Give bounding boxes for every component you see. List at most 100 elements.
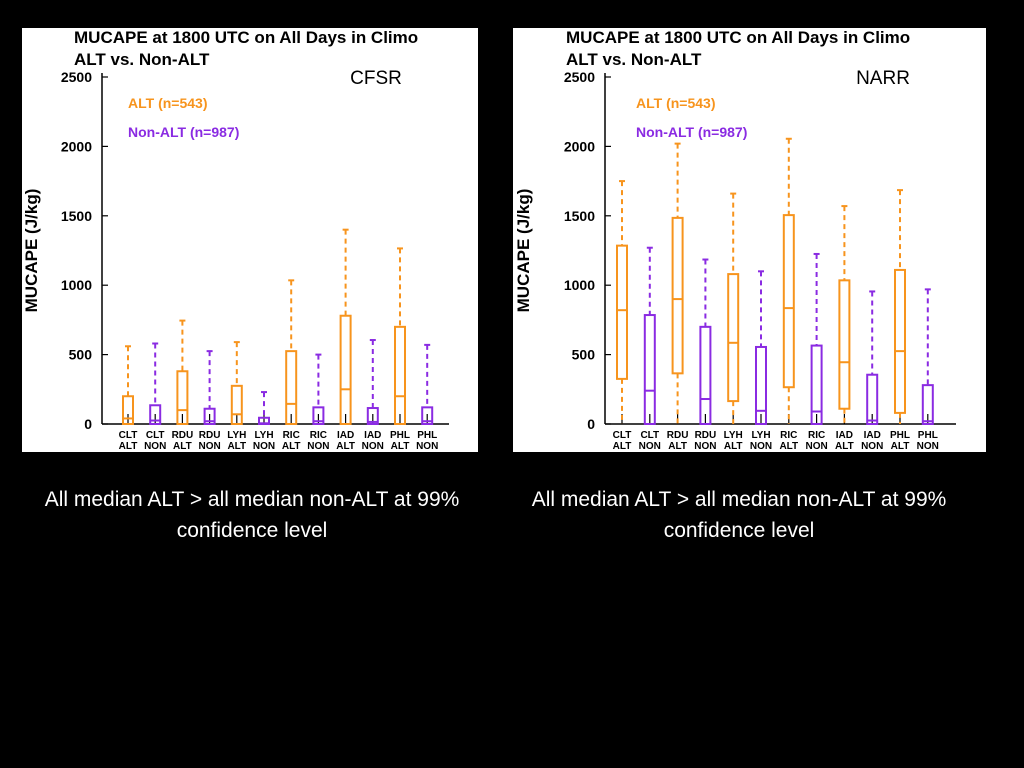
cfsr-chart-panel: MUCAPE at 1800 UTC on All Days in Climo A… xyxy=(22,28,478,452)
box-iad-non xyxy=(866,290,879,426)
box-rdu-non xyxy=(699,258,712,425)
iqr-box xyxy=(894,268,906,414)
iqr-box xyxy=(699,325,712,425)
legend-non-alt: Non-ALT (n=987) xyxy=(636,124,747,140)
x-tick-label-group: ALT xyxy=(668,441,687,452)
x-tick-label-group: NON xyxy=(307,441,329,452)
box-rdu-alt xyxy=(176,319,189,426)
x-tick-label-station: LYH xyxy=(751,430,770,441)
y-tick-label: 1000 xyxy=(61,277,92,293)
y-tick-label: 2000 xyxy=(61,138,92,154)
box-iad-alt xyxy=(339,228,352,425)
x-tick-label-group: ALT xyxy=(835,441,854,452)
x-tick-label-group: ALT xyxy=(891,441,910,452)
iqr-box xyxy=(643,314,656,425)
x-tick-label-group: NON xyxy=(694,441,716,452)
iqr-box xyxy=(616,244,628,380)
dataset-label: CFSR xyxy=(350,68,402,89)
cfsr-caption: All median ALT > all median non-ALT at 9… xyxy=(44,488,460,542)
x-tick-label-group: ALT xyxy=(282,441,301,452)
x-tick-label-station: RIC xyxy=(780,430,797,441)
x-tick-label-station: PHL xyxy=(417,430,437,441)
x-tick-label-group: ALT xyxy=(173,441,192,452)
y-tick-label: 2500 xyxy=(61,69,92,85)
x-tick-label-station: IAD xyxy=(364,430,381,441)
iqr-box xyxy=(176,370,189,426)
y-tick-label: 1500 xyxy=(61,208,92,224)
iqr-box xyxy=(755,345,767,425)
x-tick-label-group: NON xyxy=(144,441,166,452)
box-phl-non xyxy=(421,343,434,425)
x-tick-label-group: NON xyxy=(639,441,661,452)
x-tick-label-station: CLT xyxy=(146,430,165,441)
x-tick-label-group: NON xyxy=(750,441,772,452)
x-tick-label-station: CLT xyxy=(640,430,659,441)
box-phl-alt xyxy=(894,189,906,424)
x-tick-label-group: ALT xyxy=(227,441,246,452)
x-tick-label-station: RIC xyxy=(808,430,825,441)
iqr-box xyxy=(782,214,795,389)
box-ric-non xyxy=(810,252,823,425)
iqr-box xyxy=(122,395,134,425)
box-iad-alt xyxy=(838,205,851,424)
x-tick-label-station: CLT xyxy=(119,430,138,441)
iqr-box xyxy=(149,404,162,425)
x-tick-label-group: NON xyxy=(416,441,438,452)
x-tick-label-station: IAD xyxy=(836,430,853,441)
chart-subtitle: ALT vs. Non-ALT xyxy=(74,50,210,69)
y-tick-label: 1000 xyxy=(564,277,595,293)
x-tick-label-group: ALT xyxy=(336,441,355,452)
iqr-box xyxy=(312,406,325,425)
box-ric-alt xyxy=(285,279,298,426)
box-lyh-non xyxy=(258,391,270,425)
y-tick-label: 1500 xyxy=(564,208,595,224)
x-tick-label-group: NON xyxy=(805,441,827,452)
box-phl-alt xyxy=(394,247,406,425)
x-tick-label-station: RDU xyxy=(695,430,717,441)
box-ric-alt xyxy=(782,137,795,424)
x-tick-label-group: ALT xyxy=(613,441,632,452)
x-tick-label-group: NON xyxy=(198,441,220,452)
box-clt-alt xyxy=(122,345,134,425)
chart-title: MUCAPE at 1800 UTC on All Days in Climo xyxy=(566,28,910,47)
box-rdu-non xyxy=(203,350,216,425)
box-clt-alt xyxy=(616,180,628,424)
box-phl-non xyxy=(921,288,934,425)
x-tick-label-station: RIC xyxy=(283,430,300,441)
x-tick-label-station: LYH xyxy=(254,430,273,441)
legend-alt: ALT (n=543) xyxy=(128,95,207,111)
y-tick-label: 500 xyxy=(572,347,596,363)
x-tick-label-station: LYH xyxy=(227,430,246,441)
y-tick-label: 2500 xyxy=(564,69,595,85)
narr-chart-panel: MUCAPE at 1800 UTC on All Days in Climo A… xyxy=(513,28,986,452)
x-tick-label-group: NON xyxy=(362,441,384,452)
legend-alt: ALT (n=543) xyxy=(636,95,715,111)
cfsr-boxplot-chart: MUCAPE at 1800 UTC on All Days in Climo A… xyxy=(22,28,449,452)
x-tick-label-station: PHL xyxy=(390,430,410,441)
box-ric-non xyxy=(312,353,325,425)
y-tick-label: 0 xyxy=(84,416,92,432)
iqr-box xyxy=(339,314,352,425)
x-tick-label-station: RDU xyxy=(172,430,194,441)
iqr-box xyxy=(230,384,243,425)
iqr-box xyxy=(421,406,434,425)
x-tick-label-station: RDU xyxy=(667,430,689,441)
y-tick-label: 500 xyxy=(69,347,93,363)
x-tick-label-group: ALT xyxy=(779,441,798,452)
iqr-box xyxy=(394,325,406,425)
x-tick-label-station: PHL xyxy=(918,430,938,441)
y-axis-label: MUCAPE (J/kg) xyxy=(514,189,533,313)
iqr-box xyxy=(671,216,684,375)
box-lyh-non xyxy=(755,270,767,425)
iqr-box xyxy=(203,407,216,425)
chart-subtitle: ALT vs. Non-ALT xyxy=(566,50,702,69)
box-lyh-alt xyxy=(727,192,740,424)
x-tick-label-group: ALT xyxy=(391,441,410,452)
iqr-box xyxy=(366,407,379,425)
x-tick-label-group: ALT xyxy=(119,441,138,452)
x-tick-label-station: PHL xyxy=(890,430,910,441)
x-tick-label-station: CLT xyxy=(613,430,632,441)
dataset-label: NARR xyxy=(856,68,910,89)
box-iad-non xyxy=(366,339,379,425)
x-tick-label-station: LYH xyxy=(724,430,743,441)
